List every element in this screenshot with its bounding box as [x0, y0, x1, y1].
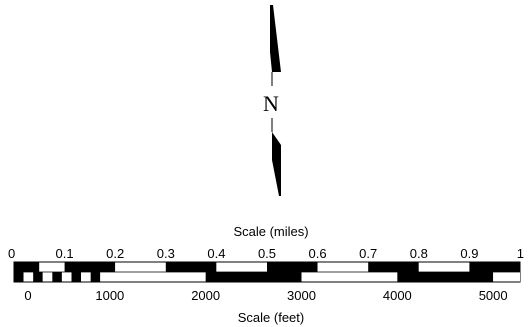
- miles-tick-label: 0: [8, 246, 15, 261]
- feet-tick-label: 1000: [95, 288, 124, 303]
- miles-tick-label: 0.2: [106, 246, 124, 261]
- feet-tick-labels: 0 1000 2000 3000 4000 5000: [24, 288, 507, 303]
- feet-scale-segment: [52, 272, 62, 282]
- miles-scale-segment: [418, 262, 470, 272]
- feet-scale-segment: [397, 272, 494, 282]
- north-arrow-upper-icon: [270, 5, 281, 72]
- scale-miles-title: Scale (miles): [233, 224, 308, 239]
- miles-tick-label: 0.5: [258, 246, 276, 261]
- feet-scale-segment: [205, 272, 302, 282]
- feet-scale-segments: [14, 272, 520, 282]
- feet-scale-segment: [301, 272, 398, 282]
- miles-tick-label: 0.6: [309, 246, 327, 261]
- miles-tick-labels: 0 0.1 0.2 0.3 0.4 0.5 0.6 0.7 0.8 0.9 1: [8, 246, 524, 261]
- miles-scale-segment: [64, 262, 116, 272]
- feet-scale-segment: [23, 272, 34, 282]
- miles-scale-segment: [216, 262, 267, 272]
- feet-scale-segment: [14, 272, 24, 282]
- feet-tick-label: 2000: [191, 288, 220, 303]
- feet-scale-segment: [493, 272, 520, 282]
- miles-scale-segment: [39, 262, 65, 272]
- miles-scale-segment: [14, 262, 40, 272]
- miles-scale-segment: [115, 262, 166, 272]
- feet-scale-segment: [42, 272, 53, 282]
- miles-scale-segment: [317, 262, 369, 272]
- feet-scale-segment: [90, 272, 101, 282]
- feet-scale-segment: [109, 272, 206, 282]
- feet-tick-label: 5000: [479, 288, 508, 303]
- north-arrow: N: [263, 5, 281, 196]
- miles-scale-segments: [14, 262, 520, 272]
- miles-tick-label: 0.1: [56, 246, 74, 261]
- miles-scale-segment: [368, 262, 419, 272]
- miles-tick-label: 0.8: [410, 246, 428, 261]
- feet-tick-label: 4000: [383, 288, 412, 303]
- miles-scale-segment: [469, 262, 520, 272]
- miles-tick-label: 0.3: [157, 246, 175, 261]
- miles-tick-label: 0.4: [207, 246, 225, 261]
- feet-tick-label: 3000: [287, 288, 316, 303]
- miles-tick-label: 0.7: [359, 246, 377, 261]
- feet-scale-segment: [61, 272, 72, 282]
- feet-tick-label: 0: [24, 288, 31, 303]
- scale-feet-title: Scale (feet): [238, 310, 304, 325]
- miles-scale-segment: [267, 262, 318, 272]
- north-letter: N: [263, 91, 279, 116]
- feet-scale-segment: [100, 272, 110, 282]
- feet-scale-segment: [71, 272, 82, 282]
- feet-scale-segment: [81, 272, 91, 282]
- north-arrow-lower-icon: [272, 132, 281, 196]
- miles-tick-label: 0.9: [460, 246, 478, 261]
- miles-scale-segment: [165, 262, 217, 272]
- feet-scale-segment: [33, 272, 43, 282]
- miles-tick-label: 1: [517, 246, 524, 261]
